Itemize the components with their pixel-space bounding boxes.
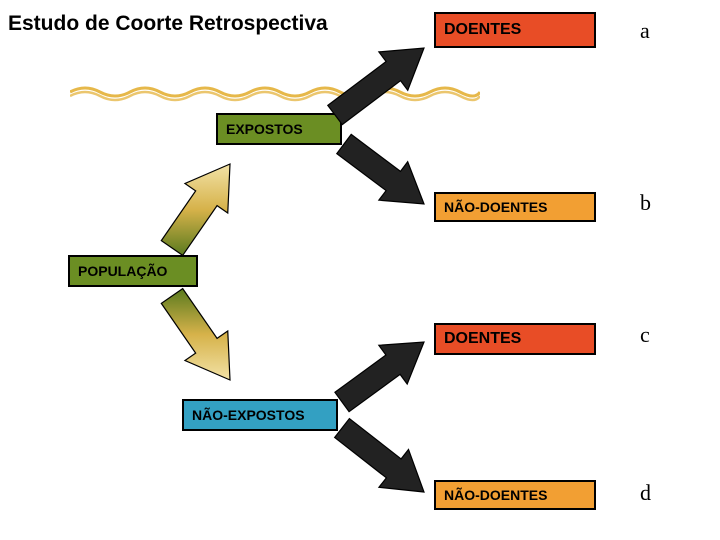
arrow-2 [161,164,230,255]
arrow-3 [161,289,230,380]
arrow-5 [335,419,424,492]
arrow-1 [337,134,424,204]
arrow-4 [335,342,424,412]
arrows-layer [0,0,720,540]
arrow-0 [328,48,424,125]
